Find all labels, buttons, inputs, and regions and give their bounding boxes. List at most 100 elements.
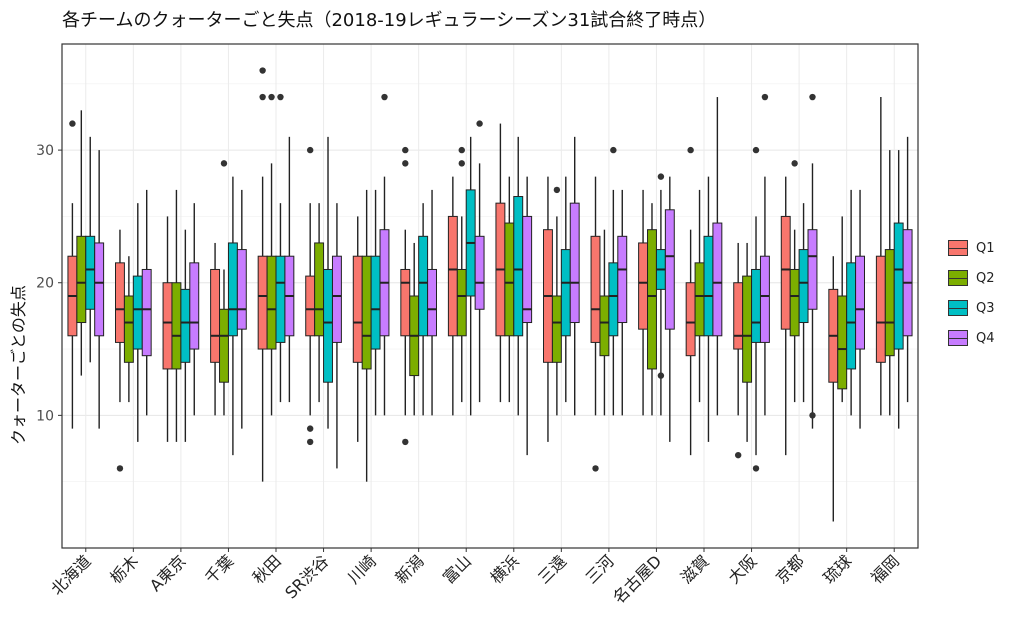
box-Q2 [789,268,800,337]
x-tick-label: 千葉 [201,551,237,587]
outlier-point [259,67,266,74]
legend-label: Q4 [976,330,995,346]
legend-key [948,240,968,256]
outlier-point [592,465,599,472]
outlier-point [458,160,465,167]
box-Q4 [474,235,485,310]
x-tick-label: 北海道 [47,551,94,598]
box-Q2 [837,295,848,390]
box-Q2 [456,268,467,337]
box-Q1 [115,262,125,343]
legend-key [948,330,968,346]
box-Q3 [798,249,809,324]
box-Q2 [551,295,562,363]
box-Q1 [685,282,696,357]
box-Q4 [522,215,533,324]
legend-key [948,270,968,286]
box-Q2 [694,262,705,337]
box-Q4 [759,255,770,343]
box-Q1 [447,215,458,337]
x-tick-label: 名古屋D [609,551,665,607]
box-Q1 [400,268,411,337]
box-Q4 [427,268,438,337]
x-tick-label: 新潟 [391,551,427,587]
box-Q4 [331,255,342,343]
box-Q2 [742,275,753,383]
x-tick-label: 滋賀 [677,551,713,587]
outlier-point [259,93,266,101]
box-Q3 [418,235,429,337]
legend: Q1 Q2 Q3 Q4 [948,236,995,356]
outlier-point [761,93,769,101]
box-Q1 [305,275,316,337]
box-Q3 [85,235,96,310]
box-Q3 [751,268,761,343]
legend-label: Q2 [976,270,995,286]
x-tick-label: 福岡 [867,551,903,587]
outlier-point [402,146,409,154]
x-tick-label: 栃木 [106,551,142,587]
legend-key [948,300,968,316]
outlier-point [458,146,465,154]
box-Q1 [733,282,744,350]
box-Q3 [227,242,238,337]
box-Q4 [94,242,105,337]
box-Q2 [123,295,134,363]
outlier-point [752,146,760,154]
box-Q3 [275,255,286,343]
box-Q2 [361,255,372,370]
legend-item-Q2: Q2 [948,266,995,290]
x-tick-label: 三河 [582,551,618,587]
outlier-point [657,372,665,379]
outlier-point [402,160,409,167]
box-Q1 [780,215,791,330]
box-Q4 [189,262,200,350]
outlier-point [734,451,742,459]
x-tick-label: 横浜 [487,551,523,587]
plot-border [61,43,919,549]
box-Q4 [617,235,628,324]
outlier-point [657,173,665,180]
box-Q1 [875,255,886,363]
box-Q2 [647,229,657,370]
outlier-point [610,146,617,154]
outlier-point [752,465,760,472]
outlier-point [553,186,561,194]
box-Q3 [323,268,333,383]
outlier-point [268,93,275,101]
box-Q1 [590,235,601,343]
outlier-point [69,120,76,127]
box-Q3 [703,235,714,337]
box-Q2 [171,282,182,370]
plot-panel [62,44,918,548]
outlier-point [306,438,314,446]
box-Q3 [560,249,571,337]
legend-item-Q1: Q1 [948,236,995,260]
box-Q4 [141,268,152,357]
legend-item-Q4: Q4 [948,326,995,350]
x-tick-label: SR渋谷 [281,551,332,602]
x-tick-label: 川崎 [344,551,380,587]
box-Q4 [807,229,818,310]
outlier-point [687,146,694,154]
box-Q3 [513,196,524,337]
y-tick-label: 20 [36,276,54,292]
box-Q2 [76,235,87,324]
box-Q2 [266,255,277,350]
box-Q4 [712,222,723,337]
outlier-point [809,412,816,419]
box-Q3 [893,222,904,350]
legend-item-Q3: Q3 [948,296,995,320]
legend-label: Q1 [976,240,995,256]
box-Q2 [504,222,515,337]
box-Q2 [884,249,895,357]
x-tick-label: A東京 [146,551,190,595]
x-tick-label: 琉球 [819,551,855,587]
box-Q2 [314,242,325,337]
outlier-point [277,93,284,101]
y-tick-label: 30 [36,143,54,159]
outlier-point [402,438,409,446]
x-tick-label: 大阪 [724,551,760,587]
outlier-point [381,93,388,101]
box-Q3 [846,262,857,370]
